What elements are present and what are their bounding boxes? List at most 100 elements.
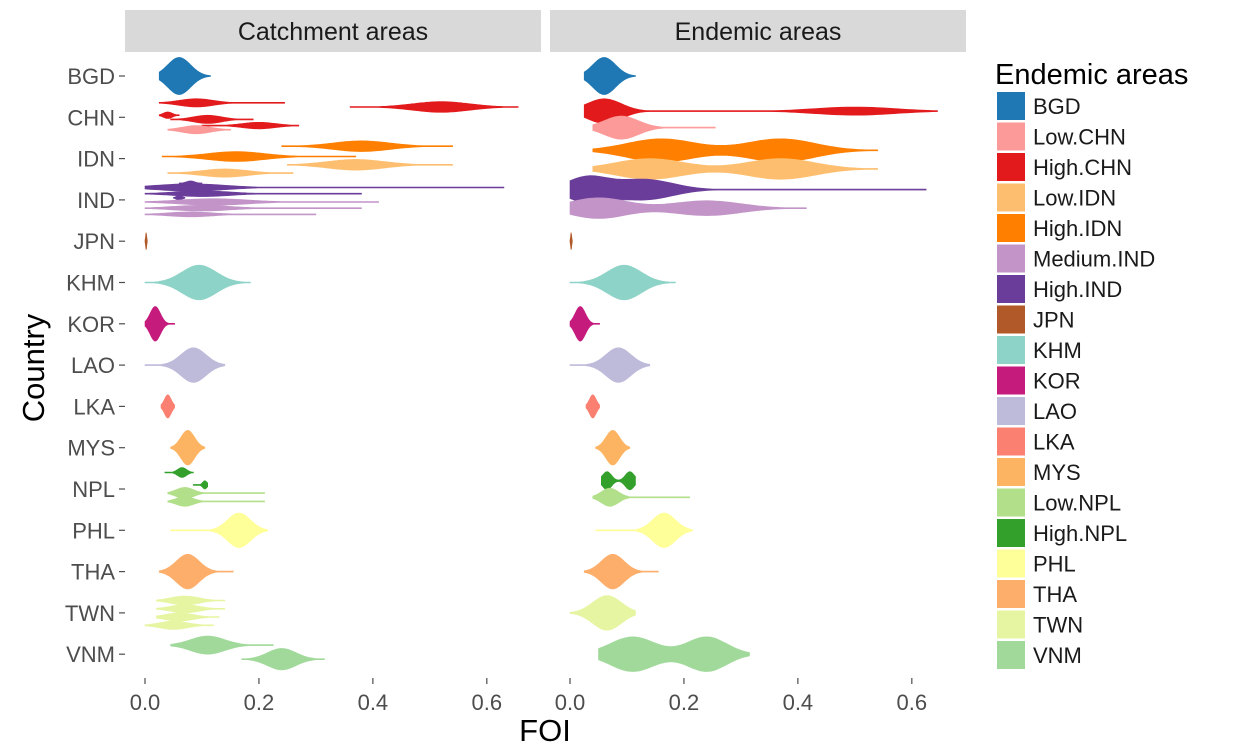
legend-swatch [997,366,1025,395]
legend-title: Endemic areas [995,59,1188,91]
legend-label: Medium.IND [1033,247,1155,272]
violin-TWN [156,595,226,606]
y-tick-label: IDN [77,147,115,172]
legend-label: High.IDN [1033,216,1122,241]
violin-Low.NPL [167,487,265,500]
legend-swatch [997,397,1025,425]
violin-High.CHN [170,114,254,124]
x-tick-label: 0.6 [472,690,503,715]
legend-swatch [997,244,1025,273]
violin-High.IND [144,190,362,197]
violin-THA [158,554,234,590]
violin-TWN [156,612,220,622]
violin-JPN [569,232,573,251]
violin-Medium.IND [144,198,379,206]
violin-JPN [144,232,148,251]
legend-swatch [997,488,1025,517]
y-tick-label: CHN [67,105,115,130]
y-tick-label: NPL [72,477,115,502]
violin-LKA [160,394,175,419]
x-tick-label: 0.0 [555,690,586,715]
violin-Low.IDN [167,168,294,178]
violin-Low.CHN [592,115,716,140]
violin-LAO [144,347,226,383]
violin-High.IND [173,195,186,201]
x-tick-label: 0.0 [130,690,161,715]
legend-label: LKA [1033,430,1075,455]
x-axis-title: FOI [519,713,571,747]
violin-High.IDN [281,140,453,152]
legend-label: Low.IDN [1033,186,1116,211]
legend-label: THA [1033,582,1077,607]
violin-High.IDN [161,151,357,162]
facet-title: Endemic areas [675,18,842,46]
violin-PHL [170,512,268,548]
violin-TWN [569,595,636,631]
violin-KOR [144,306,175,342]
violin-VNM [241,648,325,671]
violin-TWN [156,604,226,614]
legend-label: BGD [1033,94,1081,119]
facet-strip [550,10,966,52]
y-tick-label: MYS [67,436,115,461]
legend-label: VNM [1033,643,1082,668]
violin-THA [583,554,659,590]
y-tick-label: TWN [65,601,115,626]
violin-High.CHN [201,122,300,130]
legend-label: KHM [1033,338,1082,363]
y-tick-label: JPN [73,229,115,254]
legend-swatch [997,183,1025,212]
x-tick-label: 0.2 [669,690,700,715]
violin-LKA [585,394,600,419]
legend-swatch [997,519,1025,547]
x-tick-label: 0.6 [897,690,928,715]
y-tick-label: LAO [71,353,115,378]
legend-swatch [997,641,1025,669]
violin-High.CHN [158,98,285,108]
violin-Medium.IND [144,205,362,212]
legend-swatch [997,549,1025,578]
legend-swatch [997,92,1025,120]
violin-Low.IDN [592,158,878,180]
legend-label: TWN [1033,613,1083,638]
legend-swatch [997,122,1025,151]
x-tick-label: 0.4 [358,690,389,715]
x-tick-label: 0.4 [783,690,814,715]
violin-PHL [595,512,693,548]
violin-Low.IDN [287,159,453,171]
violin-High.NPL [193,480,208,490]
violin-Low.NPL [592,487,690,507]
y-tick-label: BGD [67,64,115,89]
violin-High.CHN [583,98,938,124]
facet-title: Catchment areas [238,18,428,46]
violin-Medium.IND [144,211,317,218]
y-tick-label: LKA [73,394,115,419]
violin-High.NPL [601,471,636,491]
legend-swatch [997,336,1025,364]
violin-Low.CHN [167,125,231,135]
violin-LAO [569,347,651,383]
y-axis-title: Country [16,313,51,422]
y-tick-label: IND [77,188,115,213]
violin-VNM [170,635,274,655]
violin-KHM [569,264,676,301]
legend-label: JPN [1033,308,1075,333]
legend-label: High.CHN [1033,155,1132,180]
legend-swatch [997,305,1025,334]
legend-swatch [997,580,1025,608]
violin-KOR [569,306,600,342]
violin-BGD [583,57,636,95]
violin-Low.NPL [167,496,265,507]
legend-label: Low.CHN [1033,125,1126,150]
violin-High.CHN [349,101,519,113]
legend-label: Low.NPL [1033,491,1121,516]
legend-swatch [997,610,1025,639]
violin-KHM [144,264,251,301]
legend-swatch [997,153,1025,181]
legend-label: High.NPL [1033,521,1127,546]
legend-swatch [997,458,1025,486]
violin-High.CHN [158,111,180,119]
y-axis-title-group: Country [16,313,51,422]
